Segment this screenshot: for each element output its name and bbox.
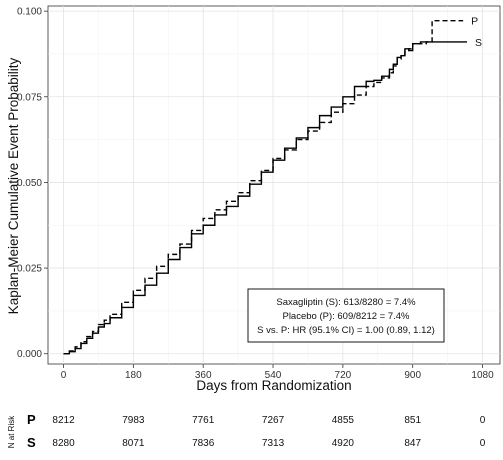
y-tick-label: 0.000 — [17, 349, 42, 360]
y-tick-label: 0.075 — [17, 92, 42, 103]
legend-box: Saxagliptin (S): 613/8280 = 7.4% Placebo… — [247, 288, 445, 343]
risk-row-label-s: S — [27, 435, 36, 450]
risk-count: 847 — [404, 438, 421, 449]
y-tick-label: 0.100 — [17, 7, 42, 18]
number-at-risk-title: N at Risk — [7, 415, 16, 448]
risk-row-label-p: P — [27, 412, 36, 427]
x-tick-label: 360 — [195, 370, 212, 381]
x-tick-label: 1080 — [471, 370, 494, 381]
risk-count: 851 — [404, 415, 421, 426]
risk-count: 7836 — [192, 438, 215, 449]
y-tick-label: 0.025 — [17, 264, 42, 275]
legend-frame — [247, 288, 445, 343]
risk-count: 0 — [480, 438, 486, 449]
y-axis-title: Kaplan-Meier Cumulative Event Probabilit… — [6, 57, 21, 314]
risk-count: 0 — [480, 415, 486, 426]
risk-count: 7313 — [262, 438, 285, 449]
series-line-s — [63, 41, 468, 355]
number-at-risk-table: N at Risk P 8212 7983 7761 7267 4855 851 0 S 8280… — [7, 412, 486, 450]
risk-count: 7983 — [122, 415, 145, 426]
x-tick-label: 180 — [125, 370, 142, 381]
series-label-p: P — [471, 16, 478, 28]
x-axis-title: Days from Randomization — [196, 378, 351, 393]
x-tick-label: 900 — [404, 370, 421, 381]
legend-line-hazard-ratio: S vs. P: HR (95.1% CI) = 1.00 (0.89, 1.1… — [257, 325, 435, 336]
risk-count: 8071 — [122, 438, 145, 449]
legend-line-placebo: Placebo (P): 609/8212 = 7.4% — [282, 311, 410, 322]
x-tick-label: 0 — [61, 370, 67, 381]
y-axis: 0.000 0.025 0.050 0.075 0.100 — [17, 7, 48, 360]
x-axis: 0 180 360 540 720 900 1080 — [61, 364, 494, 381]
risk-rows: P 8212 7983 7761 7267 4855 851 0 S 8280 8071 7836 73… — [27, 412, 486, 450]
series-layer — [63, 20, 468, 355]
legend-line-saxagliptin: Saxagliptin (S): 613/8280 = 7.4% — [276, 297, 416, 308]
y-tick-label: 0.050 — [17, 178, 42, 189]
risk-count: 8280 — [52, 438, 75, 449]
series-end-labels: PS — [471, 16, 482, 49]
x-tick-label: 540 — [265, 370, 282, 381]
risk-count: 8212 — [52, 415, 75, 426]
risk-count: 4920 — [332, 438, 355, 449]
series-label-s: S — [475, 37, 482, 49]
risk-count: 4855 — [332, 415, 355, 426]
risk-count: 7267 — [262, 415, 285, 426]
x-tick-label: 720 — [335, 370, 352, 381]
risk-count: 7761 — [192, 415, 215, 426]
